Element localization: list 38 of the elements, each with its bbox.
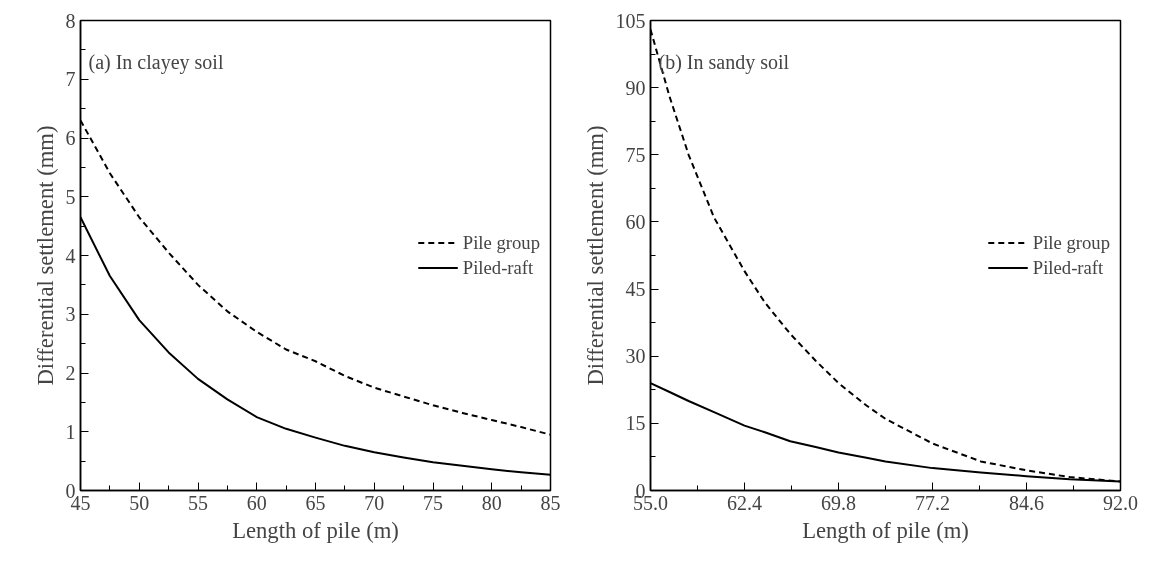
y-tick-label: 30 (625, 345, 646, 368)
text: (a) In clayey soil (88, 50, 224, 74)
y-tick-label: 1 (65, 420, 76, 443)
text: (b) In sandy soil (658, 50, 790, 74)
y-axis-title: Differential settlement (mm) (32, 125, 58, 386)
x-tick-label: 75 (423, 491, 443, 514)
x-tick-label: 62.4 (727, 491, 762, 514)
y-tick-label: 5 (65, 185, 76, 208)
y-tick-label: 6 (65, 127, 76, 149)
y-tick-label: 4 (65, 244, 76, 267)
x-axis-title: Length of pile (m) (232, 517, 399, 543)
y-tick-label: 45 (625, 278, 646, 301)
x-tick-label: 55 (188, 491, 208, 514)
y-tick-label: 75 (625, 143, 646, 166)
legend-label: Piled-raft (1032, 256, 1104, 279)
x-tick-label: 65 (305, 491, 326, 514)
x-tick-label: 92.0 (1103, 491, 1138, 514)
y-tick-label: 15 (625, 412, 646, 435)
x-tick-label: 50 (129, 491, 150, 514)
x-tick-label: 70 (364, 491, 385, 514)
legend-label: Pile group (462, 231, 540, 254)
y-tick-label: 7 (65, 68, 76, 91)
x-tick-label: 77.2 (915, 491, 950, 514)
legend-label: Piled-raft (462, 256, 534, 279)
y-tick-label: 2 (65, 362, 76, 384)
x-tick-label: 80 (481, 491, 502, 514)
y-tick-label: 105 (615, 9, 646, 32)
x-tick-label: 84.6 (1009, 491, 1044, 514)
y-axis-title: Differential settlement (mm) (582, 125, 608, 386)
x-tick-label: 85 (540, 491, 561, 514)
x-tick-label: 60 (246, 491, 267, 514)
y-tick-label: 8 (65, 9, 76, 32)
x-axis-title: Length of pile (m) (802, 517, 969, 543)
y-tick-label: 60 (625, 210, 646, 233)
x-tick-label: 69.8 (821, 491, 856, 514)
y-tick-label: 3 (65, 303, 76, 326)
y-tick-label: 90 (625, 76, 646, 99)
legend-label: Pile group (1032, 231, 1110, 254)
